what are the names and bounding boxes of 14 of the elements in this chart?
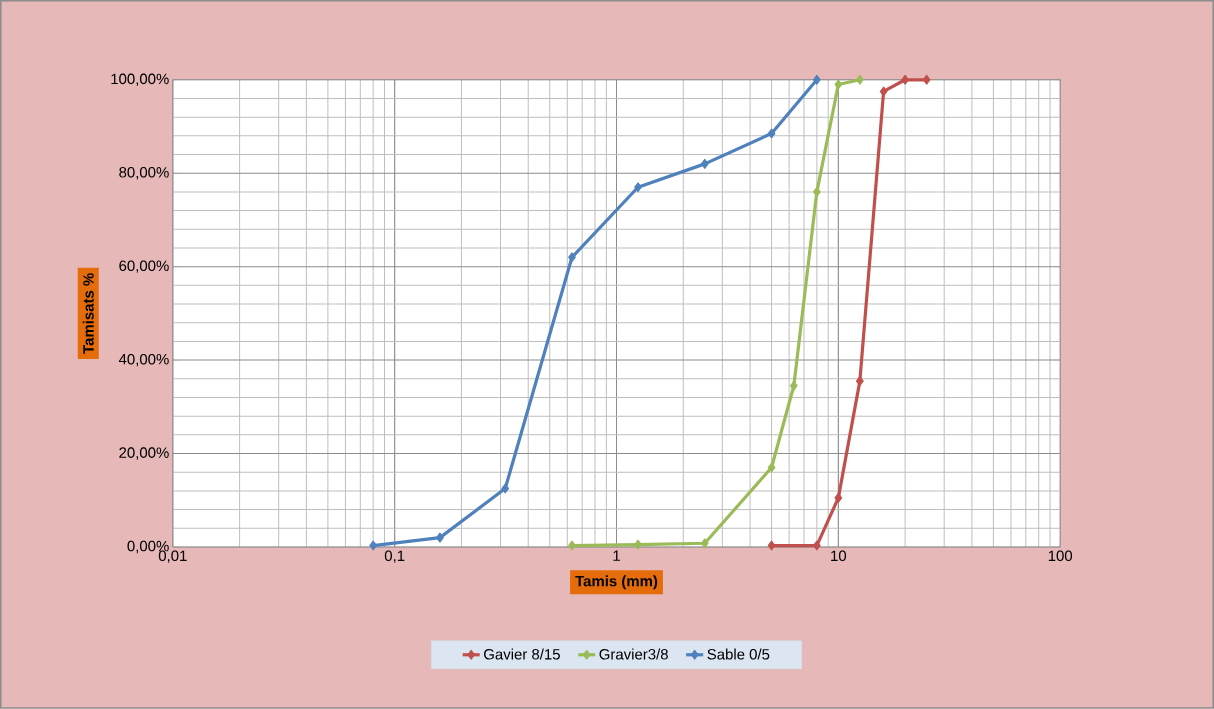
y-tick-label: 80,00% [119,167,169,180]
y-tick-label: 60,00% [119,260,169,273]
y-tick-label: 20,00% [119,447,169,460]
legend-label: Sable 0/5 [707,648,770,660]
x-tick-label: 0,1 [384,550,405,563]
legend-label: Gavier 8/15 [484,648,560,660]
legend-label: Gravier3/8 [599,648,668,660]
y-axis-title: Tamisats % [82,273,94,354]
y-tick-label: 100,00% [111,73,169,87]
x-axis-title: Tamis (mm) [575,575,658,590]
y-tick-label: 40,00% [118,354,169,367]
x-tick-label: 100 [1048,550,1073,562]
x-tick-label: 1 [613,550,620,561]
x-tick-label: 10 [831,550,847,562]
